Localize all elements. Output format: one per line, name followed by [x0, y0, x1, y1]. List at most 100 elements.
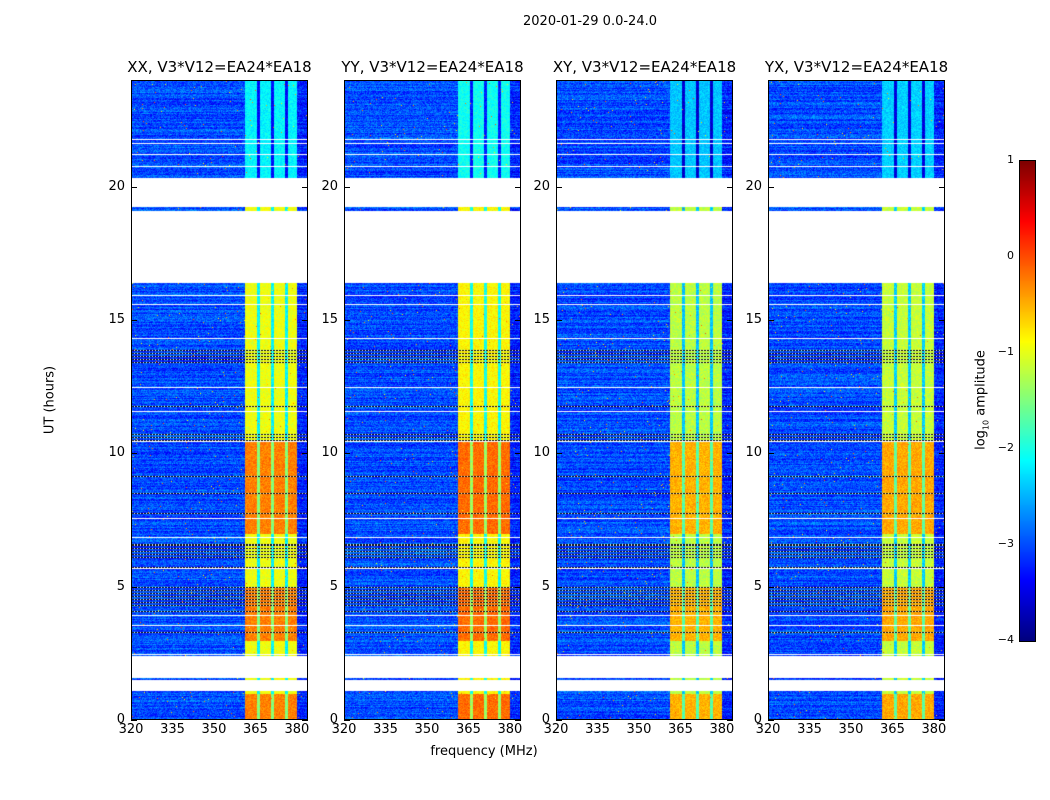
- heatmap-image: [131, 80, 308, 720]
- y-tick-mark: [556, 720, 562, 721]
- x-tick-label: 320: [543, 722, 569, 737]
- y-tick-label: 5: [541, 578, 550, 594]
- x-tick-label: 380: [497, 722, 523, 737]
- y-tick-mark: [302, 586, 308, 588]
- x-tick-label: 350: [414, 722, 440, 737]
- x-tick-label: 335: [585, 722, 610, 737]
- axes-frame: [768, 80, 945, 720]
- spectrogram-panel-3: XY, V3*V12=EA24*EA18 0 5 10 15 20 320 335 350 365…: [533, 58, 736, 737]
- colorbar-tick-label: −3: [997, 537, 1014, 550]
- x-tick-label: 365: [243, 722, 268, 737]
- y-tick-label: 10: [108, 445, 125, 461]
- y-tick-mark: [768, 186, 774, 188]
- y-tick-mark: [515, 720, 521, 721]
- y-tick-label: 20: [321, 178, 338, 194]
- heatmap-image: [768, 80, 945, 720]
- y-tick-label: 5: [329, 578, 338, 594]
- x-tick-label: 335: [373, 722, 398, 737]
- colorbar-tick-label: 1: [1007, 153, 1014, 166]
- y-tick-mark: [939, 720, 945, 721]
- y-tick-mark: [727, 586, 733, 588]
- colorbar-tick-label: −4: [997, 633, 1014, 646]
- x-tick-label: 350: [201, 722, 227, 737]
- colorbar-tick-label: 0: [1007, 249, 1014, 262]
- y-tick-label: 15: [745, 312, 762, 327]
- x-tick-label: 380: [921, 722, 947, 737]
- y-tick-mark: [302, 186, 308, 188]
- y-tick-mark: [131, 720, 137, 721]
- y-tick-mark: [344, 453, 350, 455]
- panel-title: XY, V3*V12=EA24*EA18: [552, 58, 737, 76]
- colorbar-tick-label: −1: [997, 345, 1014, 358]
- axes-frame: [556, 80, 733, 720]
- x-tick-label: 320: [118, 722, 144, 737]
- axes-frame: [131, 80, 308, 720]
- x-tick-label: 350: [838, 722, 864, 737]
- y-tick-label: 20: [108, 178, 125, 194]
- y-tick-label: 10: [745, 445, 762, 461]
- y-tick-label: 15: [321, 312, 338, 327]
- y-tick-mark: [768, 720, 774, 721]
- axes-frame: [344, 80, 521, 720]
- y-tick-mark: [344, 320, 350, 321]
- x-tick-label: 365: [456, 722, 481, 737]
- heatmap-image: [344, 80, 521, 720]
- y-tick-mark: [768, 320, 774, 321]
- y-tick-mark: [727, 186, 733, 188]
- y-tick-label: 15: [108, 312, 125, 327]
- y-tick-mark: [515, 186, 521, 188]
- panel-title: YX, V3*V12=EA24*EA18: [764, 58, 949, 76]
- y-tick-label: 0: [541, 712, 550, 727]
- y-tick-mark: [131, 186, 137, 188]
- y-tick-mark: [131, 453, 137, 455]
- y-tick-label: 5: [116, 578, 125, 594]
- y-tick-mark: [515, 453, 521, 455]
- colorbar: [1019, 160, 1036, 642]
- y-tick-label: 10: [533, 445, 550, 461]
- y-tick-mark: [727, 453, 733, 455]
- x-tick-label: 380: [709, 722, 735, 737]
- y-tick-mark: [768, 586, 774, 588]
- y-tick-label: 5: [753, 578, 762, 594]
- y-tick-mark: [556, 453, 562, 455]
- x-tick-label: 335: [160, 722, 185, 737]
- spectrogram-panel-4: YX, V3*V12=EA24*EA18 0 5 10 15 20 320 335 350 365…: [745, 58, 948, 737]
- y-tick-label: 20: [533, 178, 550, 194]
- y-tick-mark: [515, 320, 521, 321]
- x-axis-label: frequency (MHz): [430, 744, 538, 759]
- y-tick-label: 15: [533, 312, 550, 327]
- y-tick-mark: [727, 720, 733, 721]
- heatmap-image: [556, 80, 733, 720]
- x-tick-label: 365: [880, 722, 905, 737]
- y-axis-label: UT (hours): [42, 365, 58, 435]
- x-tick-label: 350: [626, 722, 652, 737]
- y-tick-label: 20: [745, 178, 762, 194]
- y-tick-mark: [344, 186, 350, 188]
- y-tick-mark: [939, 586, 945, 588]
- y-tick-mark: [302, 320, 308, 321]
- x-tick-label: 335: [797, 722, 822, 737]
- y-tick-mark: [727, 320, 733, 321]
- panel-title: XX, V3*V12=EA24*EA18: [127, 58, 312, 76]
- y-tick-mark: [556, 586, 562, 588]
- y-tick-mark: [302, 720, 308, 721]
- spectrogram-panel-1: XX, V3*V12=EA24*EA18 0 5 10 15 20 320 335 350 365…: [108, 58, 311, 737]
- y-tick-mark: [515, 586, 521, 588]
- colorbar-label: log10 amplitude: [973, 350, 991, 450]
- x-tick-label: 320: [331, 722, 357, 737]
- x-tick-label: 365: [668, 722, 693, 737]
- panel-title: YY, V3*V12=EA24*EA18: [341, 58, 524, 76]
- y-tick-mark: [939, 186, 945, 188]
- y-tick-mark: [131, 586, 137, 588]
- y-tick-mark: [131, 320, 137, 321]
- y-tick-mark: [768, 453, 774, 455]
- y-tick-mark: [556, 186, 562, 188]
- colorbar-tick-label: −2: [997, 441, 1014, 454]
- y-tick-mark: [302, 453, 308, 455]
- y-tick-label: 0: [116, 712, 125, 727]
- y-tick-mark: [939, 320, 945, 321]
- figure-title: 2020-01-29 0.0-24.0: [523, 14, 657, 29]
- y-tick-mark: [344, 720, 350, 721]
- y-tick-label: 0: [753, 712, 762, 727]
